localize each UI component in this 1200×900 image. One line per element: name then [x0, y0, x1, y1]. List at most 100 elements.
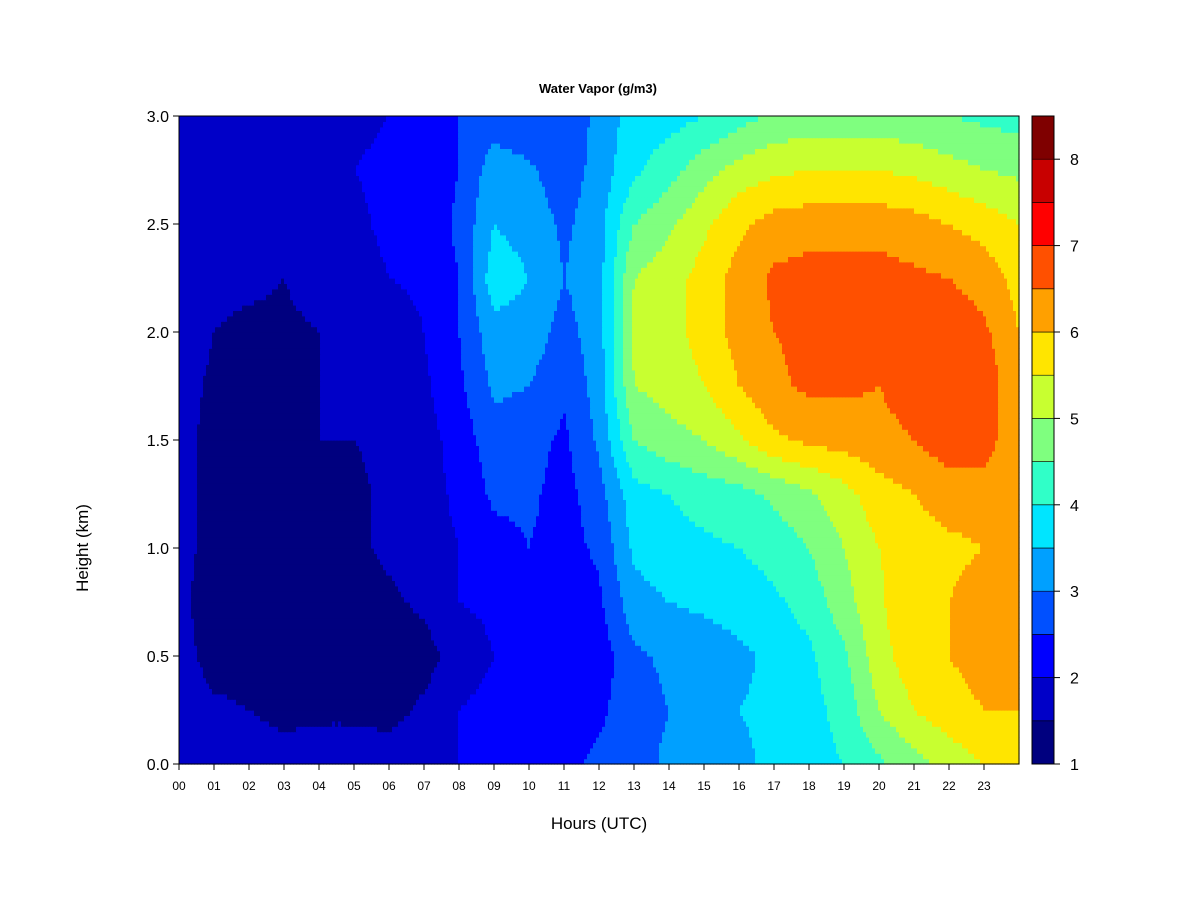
heatmap-cell — [434, 710, 438, 716]
heatmap-cell — [950, 737, 954, 743]
heatmap-cell — [506, 710, 510, 716]
heatmap-cell — [356, 747, 360, 754]
heatmap-cell — [812, 726, 816, 733]
heatmap-cell — [239, 710, 243, 716]
heatmap-cell — [419, 731, 423, 738]
heatmap-cell — [275, 742, 279, 749]
heatmap-cell — [293, 747, 297, 754]
heatmap-cell — [446, 731, 450, 738]
heatmap-cell — [851, 737, 855, 743]
heatmap-cell — [857, 758, 861, 765]
heatmap-cell — [266, 731, 270, 738]
heatmap-cell — [437, 742, 441, 749]
heatmap-cell — [803, 753, 807, 760]
heatmap-cell — [788, 758, 792, 765]
heatmap-cell — [704, 753, 708, 760]
heatmap-cell — [881, 715, 885, 722]
heatmap-cell — [347, 710, 351, 716]
heatmap-cell — [320, 726, 324, 733]
heatmap-cell — [713, 726, 717, 733]
heatmap-cell — [431, 737, 435, 743]
heatmap-cell — [314, 710, 318, 716]
heatmap-cell — [536, 720, 540, 727]
heatmap-cell — [365, 715, 369, 722]
heatmap-cell — [515, 758, 519, 765]
heatmap-cell — [509, 758, 513, 765]
heatmap-cell — [329, 758, 333, 765]
heatmap-cell — [293, 710, 297, 716]
heatmap-cell — [482, 758, 486, 765]
heatmap-cell — [698, 720, 702, 727]
heatmap-cell — [689, 742, 693, 749]
heatmap-cell — [482, 731, 486, 738]
heatmap-cell — [938, 720, 942, 727]
heatmap-cell — [548, 720, 552, 727]
heatmap-cell — [608, 720, 612, 727]
heatmap-cell — [689, 715, 693, 722]
heatmap-cell — [581, 747, 585, 754]
heatmap-cell — [443, 737, 447, 743]
heatmap-cell — [776, 720, 780, 727]
heatmap-cell — [956, 742, 960, 749]
heatmap-cell — [806, 731, 810, 738]
heatmap-cell — [593, 753, 597, 760]
heatmap-cell — [512, 742, 516, 749]
heatmap-cell — [842, 737, 846, 743]
heatmap-cell — [209, 720, 213, 727]
heatmap-cell — [395, 715, 399, 722]
heatmap-cell — [305, 726, 309, 733]
heatmap-cell — [401, 753, 405, 760]
heatmap-cell — [779, 758, 783, 765]
heatmap-cell — [674, 720, 678, 727]
heatmap-cell — [986, 758, 990, 765]
heatmap-cell — [296, 715, 300, 722]
heatmap-cell — [191, 758, 195, 765]
heatmap-cell — [500, 737, 504, 743]
heatmap-cell — [701, 726, 705, 733]
heatmap-cell — [425, 710, 429, 716]
heatmap-cell — [503, 720, 507, 727]
heatmap-cell — [551, 726, 555, 733]
heatmap-cell — [965, 737, 969, 743]
heatmap-cell — [407, 737, 411, 743]
heatmap-cell — [767, 715, 771, 722]
heatmap-cell — [341, 758, 345, 765]
heatmap-cell — [266, 737, 270, 743]
heatmap-cell — [332, 737, 336, 743]
heatmap-cell — [356, 720, 360, 727]
heatmap-cell — [182, 737, 186, 743]
heatmap-cell — [749, 720, 753, 727]
heatmap-cell — [653, 737, 657, 743]
heatmap-cell — [212, 726, 216, 733]
heatmap-cell — [620, 742, 624, 749]
heatmap-cell — [560, 737, 564, 743]
heatmap-cell — [293, 753, 297, 760]
heatmap-cell — [908, 758, 912, 765]
heatmap-cell — [998, 720, 1002, 727]
heatmap-cell — [413, 742, 417, 749]
heatmap-cell — [197, 737, 201, 743]
heatmap-cell — [806, 758, 810, 765]
heatmap-cell — [716, 758, 720, 765]
heatmap-cell — [953, 758, 957, 765]
heatmap-cell — [422, 710, 426, 716]
heatmap-cell — [281, 731, 285, 738]
heatmap-cell — [452, 726, 456, 733]
heatmap-cell — [767, 753, 771, 760]
heatmap-cell — [845, 715, 849, 722]
heatmap-cell — [221, 726, 225, 733]
heatmap-cell — [224, 726, 228, 733]
heatmap-cell — [710, 742, 714, 749]
heatmap-cell — [401, 742, 405, 749]
heatmap-cell — [275, 720, 279, 727]
heatmap-cell — [878, 753, 882, 760]
heatmap-cell — [437, 710, 441, 716]
heatmap-cell — [272, 710, 276, 716]
heatmap-cell — [488, 710, 492, 716]
heatmap-cell — [602, 747, 606, 754]
heatmap-cell — [953, 742, 957, 749]
heatmap-cell — [944, 747, 948, 754]
heatmap-cell — [1004, 758, 1008, 765]
heatmap-cell — [311, 742, 315, 749]
heatmap-cell — [557, 753, 561, 760]
